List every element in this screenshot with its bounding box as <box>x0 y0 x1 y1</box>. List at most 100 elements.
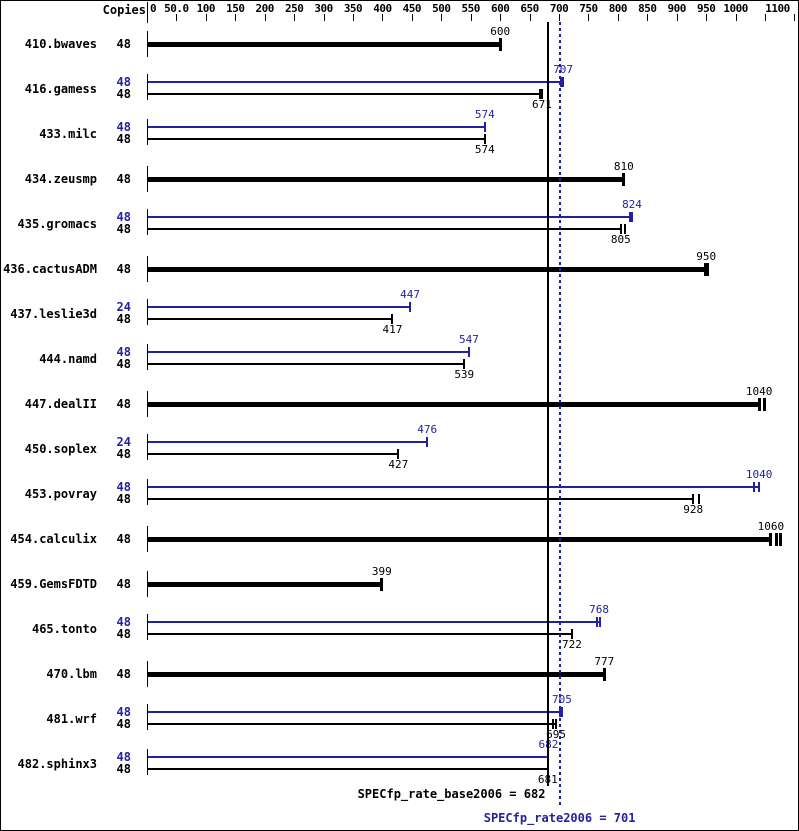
bar-base <box>148 138 485 140</box>
benchmark-label: 447.dealII <box>24 397 97 411</box>
axis-tick-label: 50.0 <box>164 2 189 15</box>
copies-column-header: Copies <box>102 3 146 17</box>
run-mark <box>774 532 778 546</box>
axis-tick <box>677 14 678 21</box>
bar-peak <box>148 441 428 443</box>
y-axis-segment <box>147 704 148 730</box>
bar-base <box>148 453 399 455</box>
bar-base <box>148 723 557 725</box>
bar-value-label: 574 <box>474 108 495 121</box>
copies-value: 48 <box>116 577 131 591</box>
axis-tick <box>500 14 501 21</box>
axis-tick <box>441 14 442 21</box>
bar-value-label: 476 <box>417 423 438 436</box>
benchmark-label: 416.gamess <box>24 82 97 96</box>
axis-tick-label: 900 <box>667 2 687 15</box>
axis-tick-label: 650 <box>520 2 539 15</box>
bar-peak <box>148 351 469 353</box>
bar-value-label: 777 <box>594 655 615 668</box>
run-mark <box>560 77 563 87</box>
bar-peak <box>148 81 564 83</box>
axis-tick-label: 600 <box>490 2 510 15</box>
bar-base <box>148 768 548 770</box>
run-mark <box>602 667 606 681</box>
bar-value-label: 707 <box>553 63 574 76</box>
y-axis-segment <box>147 299 148 325</box>
bar-value-label: 1060 <box>757 520 785 533</box>
axis-tick-label: 550 <box>461 2 481 15</box>
bar-value-label: 810 <box>613 160 634 173</box>
copies-value: 48 <box>116 492 131 506</box>
axis-tick-label: 750 <box>579 2 598 15</box>
benchmark-label: 453.povray <box>24 487 97 501</box>
copies-value: 48 <box>116 627 131 641</box>
copies-value: 48 <box>116 480 131 494</box>
run-mark <box>757 397 761 411</box>
copies-value: 48 <box>116 750 131 764</box>
bar-peak <box>148 126 485 128</box>
bar-peak <box>148 306 411 308</box>
copies-value: 48 <box>116 262 131 276</box>
axis-tick-label: 850 <box>638 2 657 15</box>
y-axis-segment <box>147 571 148 597</box>
bar-value-label: 399 <box>371 565 392 578</box>
bar-value-label: 705 <box>552 693 572 706</box>
axis-tick <box>559 14 560 21</box>
y-axis-segment <box>147 119 148 145</box>
axis-tick <box>471 14 472 21</box>
run-mark <box>595 617 598 627</box>
axis-tick <box>324 14 325 21</box>
run-mark <box>397 449 400 459</box>
axis-tick-label: 950 <box>696 2 716 15</box>
copies-value: 48 <box>116 667 131 681</box>
axis-tick <box>235 14 236 21</box>
benchmark-label: 481.wrf <box>46 712 97 726</box>
bar-peak <box>148 486 760 488</box>
bar-value-label: 427 <box>388 458 409 471</box>
axis-tick <box>530 14 531 21</box>
y-axis-segment <box>147 661 148 687</box>
copies-value: 48 <box>116 120 131 134</box>
bar-base <box>148 498 694 500</box>
axis-tick-label: 250 <box>284 2 304 15</box>
benchmark-label: 435.gromacs <box>17 217 97 231</box>
bar-base <box>148 401 760 407</box>
axis-tick-label: 1100 <box>765 2 790 15</box>
run-mark <box>779 532 783 546</box>
run-mark <box>483 134 486 144</box>
y-axis-segment <box>147 526 148 552</box>
benchmark-label: 470.lbm <box>46 667 97 681</box>
y-axis-segment <box>147 479 148 505</box>
y-axis-segment <box>147 749 148 775</box>
bar-peak <box>148 756 549 758</box>
bar-value-label: 805 <box>610 233 631 246</box>
run-mark <box>599 617 602 627</box>
axis-tick-label: 0 <box>150 2 157 15</box>
y-axis-segment <box>147 344 148 370</box>
y-axis-segment <box>147 434 148 460</box>
bar-value-label: 722 <box>562 638 582 651</box>
copies-value: 48 <box>116 87 131 101</box>
benchmark-label: 465.tonto <box>31 622 97 636</box>
bar-base <box>148 581 382 587</box>
copies-value: 48 <box>116 397 131 411</box>
summary-peak-result: SPECfp_rate2006 = 701 <box>483 811 636 825</box>
benchmark-label: 459.GemsFDTD <box>10 577 97 591</box>
run-mark <box>753 482 756 492</box>
y-axis-segment <box>147 256 148 282</box>
run-mark <box>426 437 429 447</box>
axis-tick-label: 1000 <box>723 2 748 15</box>
axis-tick <box>265 14 266 21</box>
axis-tick <box>618 14 619 21</box>
bar-value-label: 417 <box>382 323 403 336</box>
bar-peak <box>148 216 632 218</box>
axis-tick-label: 100 <box>196 2 216 15</box>
copies-value: 48 <box>116 762 131 776</box>
y-axis-segment <box>147 391 148 417</box>
axis-tick <box>588 14 589 21</box>
bar-base <box>148 228 621 230</box>
benchmark-label: 433.milc <box>39 127 97 141</box>
run-mark <box>631 212 633 222</box>
run-mark <box>619 224 622 234</box>
copies-value: 48 <box>116 447 131 461</box>
